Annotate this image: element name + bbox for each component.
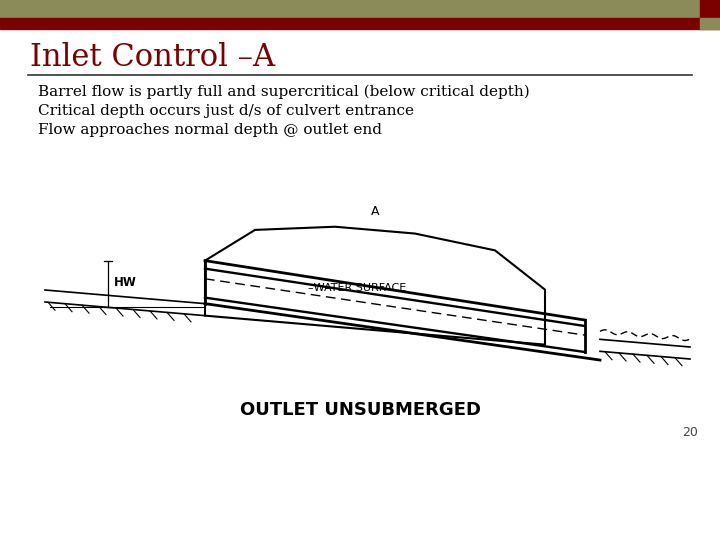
Bar [700, 0, 720, 18]
Text: –WATER SURFACE: –WATER SURFACE [308, 282, 406, 293]
Bar [0, 18, 720, 29]
Text: HW: HW [114, 275, 137, 288]
Text: Inlet Control –A: Inlet Control –A [30, 42, 275, 73]
Text: A: A [371, 205, 379, 218]
Text: 20: 20 [682, 426, 698, 438]
Text: Critical depth occurs just d/s of culvert entrance: Critical depth occurs just d/s of culver… [38, 104, 414, 118]
Bar [700, 18, 720, 29]
Text: Flow approaches normal depth @ outlet end: Flow approaches normal depth @ outlet en… [38, 123, 382, 137]
Text: OUTLET UNSUBMERGED: OUTLET UNSUBMERGED [240, 401, 480, 419]
Bar [0, 0, 700, 18]
Text: Barrel flow is partly full and supercritical (below critical depth): Barrel flow is partly full and supercrit… [38, 85, 530, 99]
